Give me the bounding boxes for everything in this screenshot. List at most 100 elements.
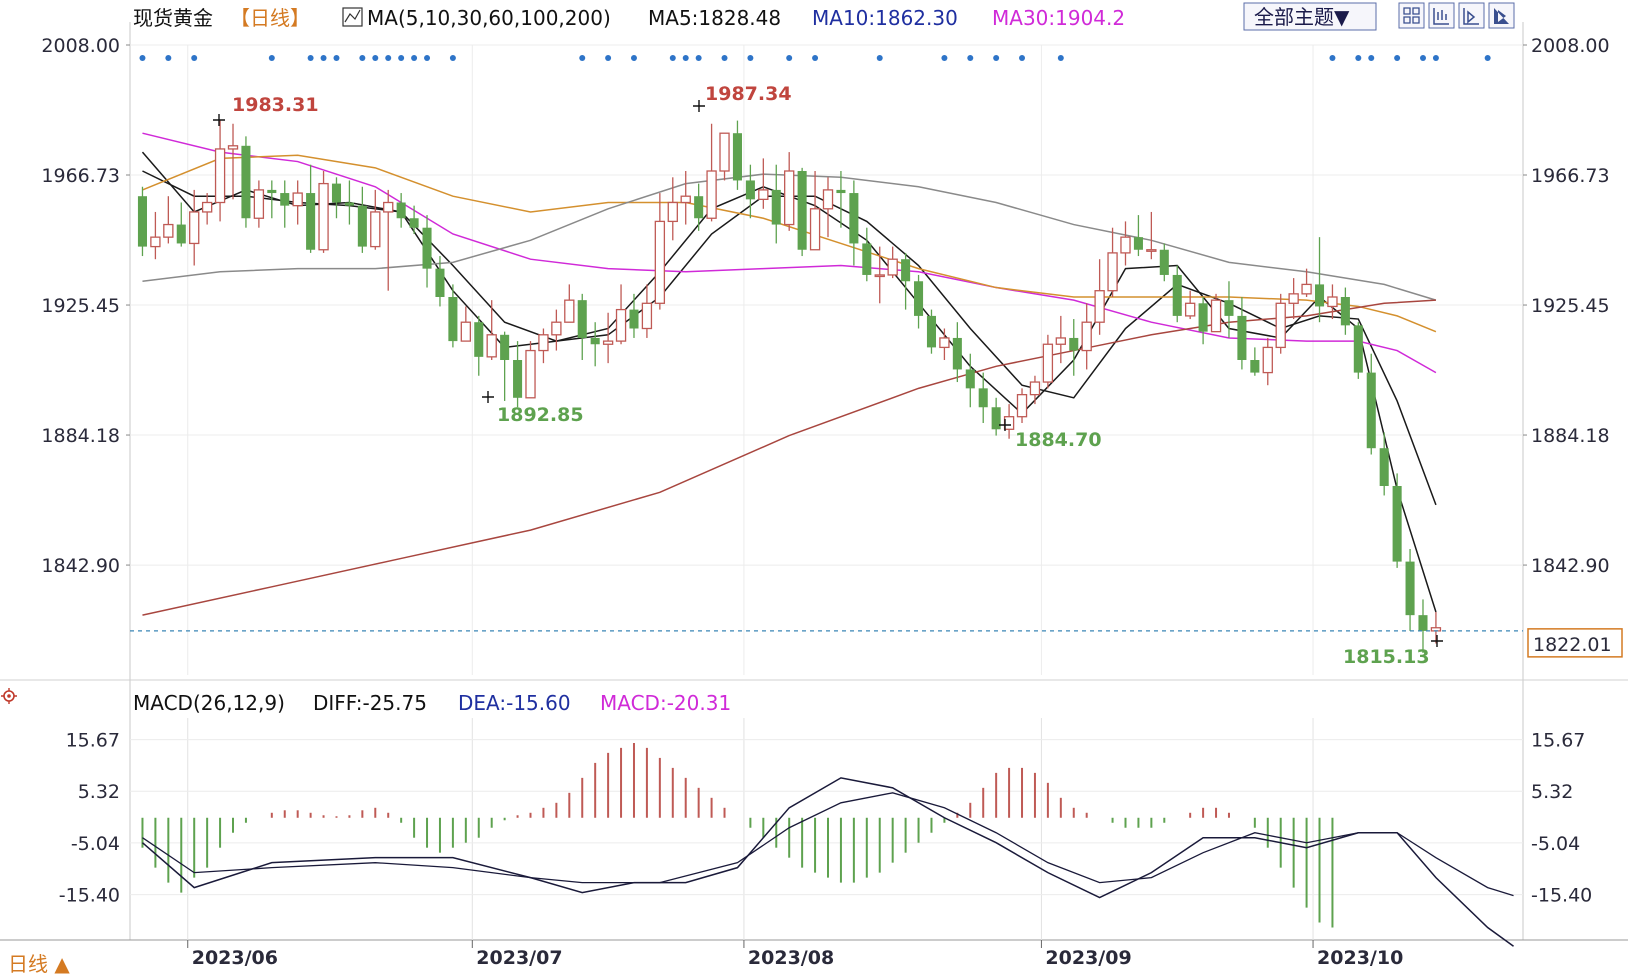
- period-tag: 【日线】: [230, 6, 310, 30]
- theme-select-label: 全部主题▼: [1254, 5, 1350, 29]
- theme-select[interactable]: 全部主题▼: [1243, 2, 1377, 31]
- candle-body-up: [809, 208, 821, 251]
- signal-marker: [191, 55, 198, 61]
- date-label: 2023/08: [748, 947, 834, 969]
- candle-body-down: [1237, 315, 1247, 360]
- signal-markers: [139, 55, 1491, 61]
- candle-body-down: [797, 171, 807, 250]
- macd-lines: [141, 777, 1514, 947]
- period-button-label: 日线 ▲: [8, 952, 70, 976]
- candles-icon[interactable]: [1428, 2, 1455, 29]
- candle-body-up: [654, 220, 666, 304]
- candle-body-up: [1003, 416, 1015, 430]
- macd-axis-label-left: 5.32: [78, 781, 120, 803]
- signal-marker: [630, 55, 637, 61]
- candle-body-down: [862, 243, 872, 275]
- candle-body-up: [370, 211, 381, 248]
- candle-body-down: [577, 300, 587, 338]
- signal-marker: [579, 55, 586, 61]
- macd-axis: 15.67 15.67 5.32 5.32 -5.04 -5.04 -15.40 -15.40: [59, 730, 1593, 907]
- signal-marker: [1057, 55, 1064, 61]
- candle-body-down: [357, 205, 367, 247]
- low-label-1: 1892.85: [497, 404, 584, 426]
- macd-axis-label-left: -5.04: [71, 833, 120, 855]
- macd-grid: [130, 739, 1523, 896]
- candle-body-down: [745, 180, 755, 200]
- high-label-1: 1983.31: [232, 94, 319, 116]
- macd-dea: DEA:-15.60: [458, 691, 571, 715]
- candle-body-up: [564, 299, 575, 323]
- candle-body-down: [978, 388, 988, 408]
- grid-icon[interactable]: [1398, 2, 1425, 29]
- chart-header: 现货黄金 【日线】 MA(5,10,30,60,100,200) MA5:182…: [133, 6, 1125, 30]
- signal-marker: [1329, 55, 1336, 61]
- fullscreen-icon[interactable]: [1488, 2, 1515, 29]
- candle-body-up: [822, 189, 834, 210]
- signal-marker: [669, 55, 676, 61]
- candle-body-down: [1314, 284, 1325, 307]
- candle-body-down: [280, 193, 290, 206]
- candle-body-up: [551, 321, 562, 336]
- price-axis-label-right: 1884.18: [1531, 425, 1610, 447]
- signal-marker: [398, 55, 405, 61]
- signal-marker: [605, 55, 612, 61]
- period-button[interactable]: 日线 ▲: [0, 942, 127, 977]
- candle-body-up: [667, 201, 678, 223]
- price-axis-label-left: 1842.90: [41, 555, 120, 577]
- signal-marker: [967, 55, 974, 61]
- candle-body-up: [383, 201, 394, 213]
- candle-body-down: [914, 281, 924, 316]
- price-axis: 2008.00 2008.00 1966.73 1966.73 1925.45 1925.…: [41, 35, 1609, 577]
- macd-axis-label-right: 5.32: [1531, 781, 1573, 803]
- signal-marker: [941, 55, 948, 61]
- candle-body-down: [1366, 372, 1376, 449]
- candle-body-down: [991, 407, 1001, 430]
- candle-body-down: [448, 297, 458, 342]
- candle-body-down: [474, 322, 484, 357]
- price-axis-label-left: 1966.73: [41, 165, 120, 187]
- macd-header: MACD(26,12,9) DIFF:-25.75 DEA:-15.60 MAC…: [133, 691, 731, 715]
- macd-diff-line: [141, 777, 1514, 947]
- macd-axis-label-right: 15.67: [1531, 730, 1585, 752]
- candle-body-up: [1275, 302, 1286, 349]
- candle-body-down: [176, 224, 186, 244]
- candle-body-up: [719, 132, 730, 172]
- signal-marker: [876, 55, 883, 61]
- candle-body-up: [1120, 236, 1131, 254]
- last-price-value: 1822.01: [1533, 634, 1612, 656]
- candle-body-down: [1392, 486, 1402, 562]
- candle-body-down: [435, 268, 445, 297]
- candle-body-down: [629, 309, 639, 329]
- ma-line-ma60: [142, 154, 1437, 333]
- candle-body-up: [150, 236, 161, 248]
- signal-marker: [812, 55, 819, 61]
- signal-marker: [682, 55, 689, 61]
- price-axis-label-left: 2008.00: [41, 35, 120, 57]
- candle-body-up: [1055, 337, 1066, 345]
- price-axis-label-right: 1966.73: [1531, 165, 1610, 187]
- candle-body-up: [1210, 299, 1222, 333]
- candle-body-up: [641, 302, 653, 330]
- macd-settings-icon[interactable]: [1, 688, 17, 704]
- candle-body-down: [1172, 274, 1182, 316]
- candle-body-up: [318, 182, 329, 251]
- zoom-icon[interactable]: [1458, 2, 1485, 29]
- candle-body-up: [486, 334, 497, 358]
- signal-marker: [786, 55, 793, 61]
- signal-marker: [165, 55, 172, 61]
- candle-body-down: [1159, 249, 1169, 275]
- signal-marker: [1419, 55, 1426, 61]
- candle-body-down: [926, 315, 937, 348]
- ma-label: MA(5,10,30,60,100,200): [367, 6, 611, 30]
- candle-body-down: [306, 193, 316, 250]
- candle-body-up: [1042, 343, 1054, 383]
- price-grid: [126, 44, 1527, 940]
- candle-body-up: [874, 274, 885, 278]
- signal-marker: [424, 55, 431, 61]
- signal-marker: [1355, 55, 1362, 61]
- candle-body-down: [849, 193, 859, 244]
- candle-body-up: [525, 349, 536, 399]
- price-axis-label-left: 1884.18: [41, 425, 120, 447]
- candle-body-up: [292, 192, 303, 207]
- signal-marker: [1368, 55, 1375, 61]
